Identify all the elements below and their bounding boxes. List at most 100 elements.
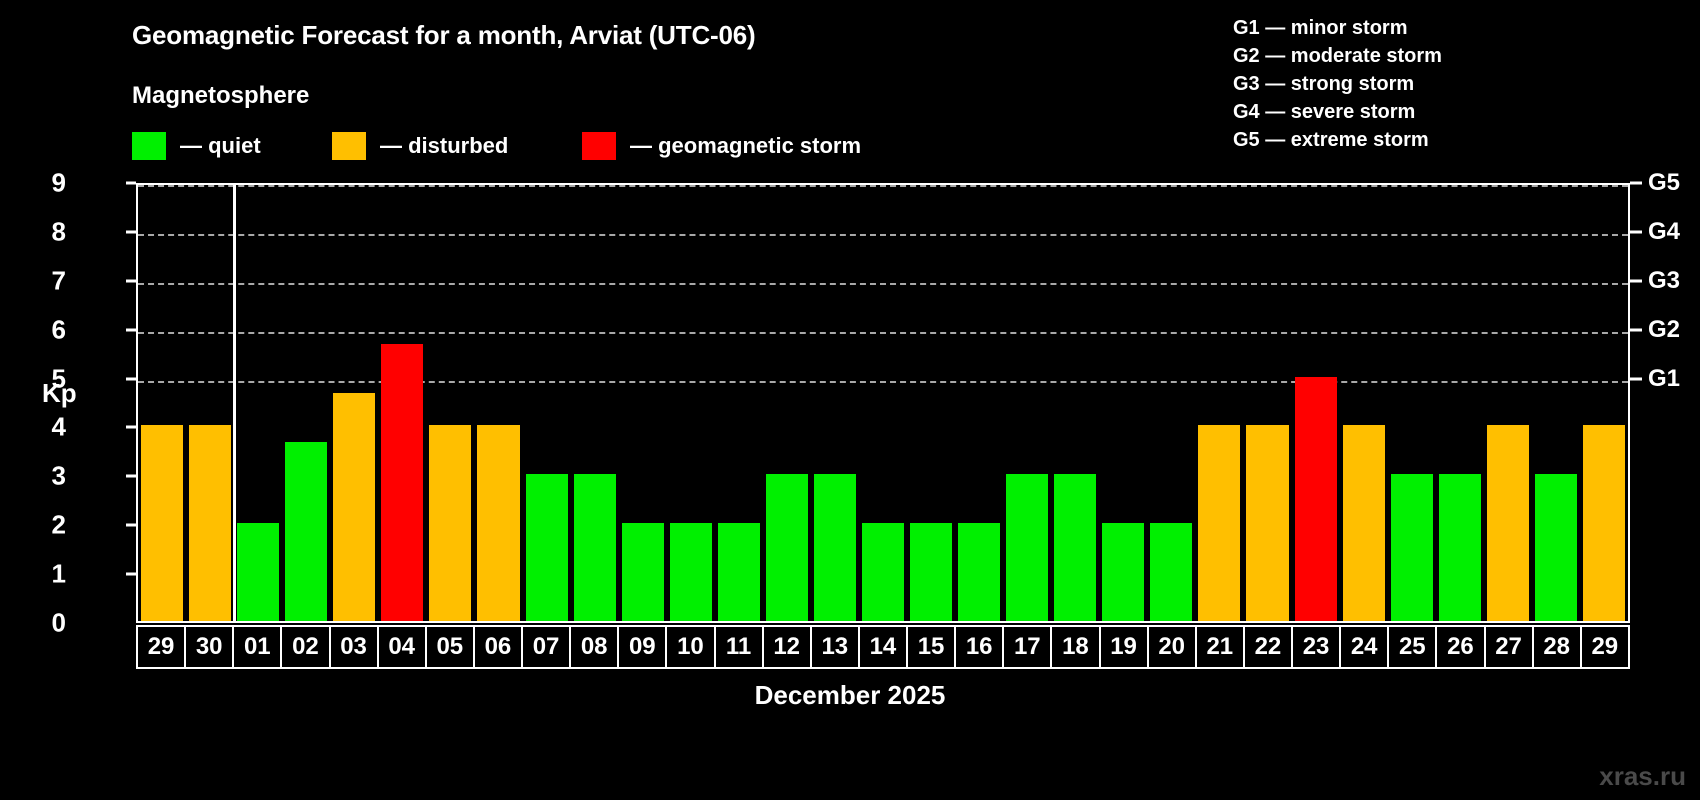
bar-day-10 <box>669 523 712 621</box>
bar-day-15 <box>910 523 953 621</box>
bar-day-04 <box>381 343 424 621</box>
day-label-19: 19 <box>1100 627 1149 667</box>
legend-label-storm: — geomagnetic storm <box>630 133 862 158</box>
bar-cell <box>619 185 667 621</box>
y-tick-label-3: 3 <box>51 460 66 491</box>
bar-cell <box>1003 185 1051 621</box>
g-tick-mark-g5 <box>1630 181 1642 185</box>
bar-cell <box>667 185 715 621</box>
legend-swatch-quiet <box>132 132 166 160</box>
day-label-27: 27 <box>1485 627 1534 667</box>
legend-swatch-disturbed <box>332 132 366 160</box>
bar-day-28 <box>1534 474 1577 621</box>
bar-day-16 <box>958 523 1001 621</box>
bar-cell <box>1532 185 1580 621</box>
bar-cell <box>1195 185 1243 621</box>
y-tick-mark-5 <box>126 377 136 381</box>
y-tick-mark-1 <box>126 572 136 576</box>
g-tick-label-g1: G1 <box>1648 364 1681 392</box>
bar-cell <box>1484 185 1532 621</box>
storm-scale-key: G1 — minor storm G2 — moderate storm G3 — … <box>1233 14 1442 154</box>
bar-cell <box>330 185 378 621</box>
day-label-05: 05 <box>426 627 475 667</box>
day-label-29: 29 <box>1581 627 1628 667</box>
g-tick-mark-g3 <box>1630 279 1642 283</box>
legend-item-quiet: — quiet <box>132 131 261 161</box>
bar-cell <box>1051 185 1099 621</box>
day-label-07: 07 <box>523 627 572 667</box>
y-tick-mark-7 <box>126 279 136 283</box>
day-label-28: 28 <box>1533 627 1582 667</box>
y-tick-label-1: 1 <box>51 558 66 589</box>
bar-cell <box>907 185 955 621</box>
day-label-21: 21 <box>1196 627 1245 667</box>
x-axis-title: December 2025 <box>754 680 946 710</box>
day-label-02: 02 <box>282 627 331 667</box>
bar-day-07 <box>525 474 568 621</box>
y-tick-mark-4 <box>126 425 136 429</box>
y-tick-mark-2 <box>126 523 136 527</box>
bar-cell <box>1147 185 1195 621</box>
bar-day-11 <box>717 523 760 621</box>
bar-day-14 <box>861 523 904 621</box>
y-tick-label-0: 0 <box>51 607 66 638</box>
storm-scale-row-g3: G3 — strong storm <box>1233 73 1415 95</box>
bar-cell <box>186 185 234 621</box>
y-tick-label-4: 4 <box>51 411 66 442</box>
bar-day-24 <box>1342 425 1385 621</box>
watermark: xras.ru <box>1599 761 1686 791</box>
bar-cell <box>523 185 571 621</box>
bar-day-03 <box>333 392 376 621</box>
day-label-11: 11 <box>715 627 764 667</box>
day-label-30: 30 <box>186 627 235 667</box>
day-label-20: 20 <box>1148 627 1197 667</box>
bar-cell <box>715 185 763 621</box>
day-label-09: 09 <box>619 627 668 667</box>
y-tick-mark-8 <box>126 230 136 234</box>
gridline-kp-6 <box>138 331 1628 334</box>
day-label-10: 10 <box>667 627 716 667</box>
day-label-23: 23 <box>1293 627 1342 667</box>
day-label-18: 18 <box>1052 627 1101 667</box>
bar-cell <box>1388 185 1436 621</box>
day-label-17: 17 <box>1004 627 1053 667</box>
day-label-29: 29 <box>138 627 187 667</box>
storm-scale-row-g2: G2 — moderate storm <box>1233 45 1442 67</box>
bar-cell <box>955 185 1003 621</box>
g-tick-mark-g2 <box>1630 328 1642 332</box>
g-tick-mark-g1 <box>1630 377 1642 381</box>
bar-day-08 <box>573 474 616 621</box>
y-tick-label-2: 2 <box>51 509 66 540</box>
day-label-08: 08 <box>571 627 620 667</box>
y-tick-label-9: 9 <box>51 167 66 198</box>
bar-cell <box>1243 185 1291 621</box>
y-tick-label-5: 5 <box>51 363 66 394</box>
bar-cell <box>571 185 619 621</box>
plot-area <box>136 183 1630 623</box>
bar-cell <box>1099 185 1147 621</box>
legend-swatch-storm <box>582 132 616 160</box>
gridline-kp-9 <box>138 185 1628 187</box>
y-tick-label-7: 7 <box>51 265 66 296</box>
bar-day-26 <box>1438 474 1481 621</box>
day-label-15: 15 <box>908 627 957 667</box>
bar-cell <box>1580 185 1628 621</box>
y-tick-label-6: 6 <box>51 314 66 345</box>
bar-cell <box>859 185 907 621</box>
bar-day-13 <box>813 474 856 621</box>
day-label-25: 25 <box>1389 627 1438 667</box>
day-label-16: 16 <box>956 627 1005 667</box>
day-label-22: 22 <box>1244 627 1293 667</box>
y-axis-title: Kp <box>42 378 77 408</box>
bar-cell <box>1340 185 1388 621</box>
bar-cell <box>1292 185 1340 621</box>
day-label-06: 06 <box>474 627 523 667</box>
bar-day-17 <box>1006 474 1049 621</box>
bar-day-05 <box>429 425 472 621</box>
g-tick-mark-g4 <box>1630 230 1642 234</box>
legend-item-storm: — geomagnetic storm <box>582 131 861 161</box>
storm-scale-row-g1: G1 — minor storm <box>1233 17 1408 39</box>
bar-cell <box>138 185 186 621</box>
legend-item-disturbed: — disturbed <box>332 131 508 161</box>
